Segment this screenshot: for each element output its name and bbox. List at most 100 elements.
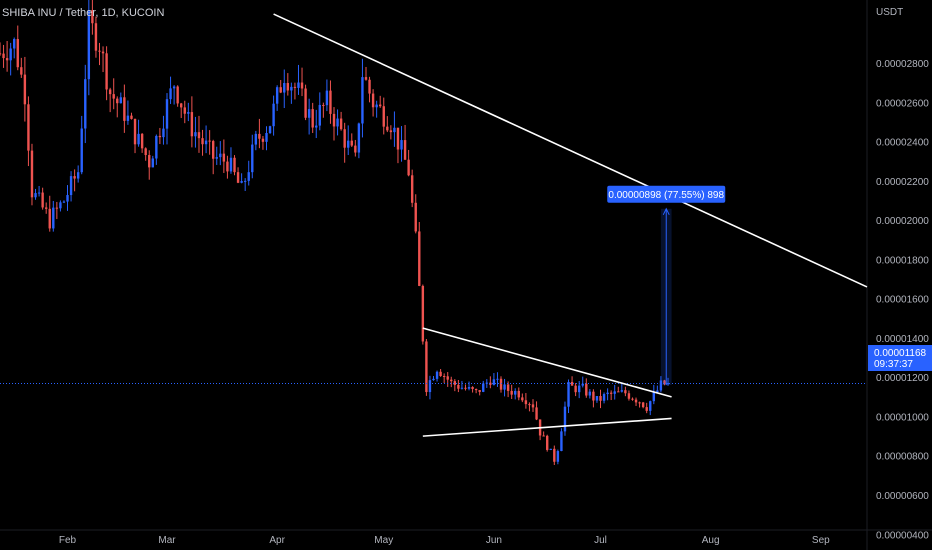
- candle-body: [410, 175, 414, 203]
- candle-body: [76, 172, 80, 179]
- candle-body: [187, 112, 190, 114]
- candle-body: [229, 157, 233, 172]
- candle-body: [112, 94, 115, 99]
- candles-layer: [0, 0, 670, 465]
- candle-body: [215, 157, 218, 159]
- price-axis-tick: 0.00000800: [876, 452, 929, 463]
- time-axis-tick: Feb: [59, 535, 77, 546]
- candle-body: [197, 132, 201, 139]
- candle-body: [279, 87, 282, 93]
- candle-body: [531, 404, 535, 408]
- candle-body: [418, 231, 421, 286]
- candle-body: [624, 390, 627, 394]
- candle-body: [208, 140, 211, 142]
- candle-body: [162, 128, 165, 138]
- candle-body: [59, 202, 62, 209]
- current-price-value: 0.00001168: [874, 348, 927, 359]
- candle-body: [80, 128, 83, 173]
- candle-body: [425, 341, 428, 393]
- candle-body: [300, 82, 304, 89]
- candle-body: [318, 104, 321, 126]
- candle-body: [176, 86, 179, 104]
- candle-body: [379, 104, 382, 107]
- candle-body: [293, 86, 297, 88]
- candle-body: [439, 371, 442, 377]
- candle-body: [471, 387, 474, 390]
- candle-body: [592, 391, 595, 401]
- candle-body: [258, 133, 261, 139]
- candle-body: [631, 398, 634, 400]
- candle-body: [396, 127, 400, 150]
- candle-body: [357, 123, 361, 153]
- candle-body: [556, 451, 560, 462]
- candle-body: [34, 193, 37, 198]
- candle-body: [275, 87, 279, 104]
- candle-body: [386, 126, 389, 131]
- candle-body: [247, 172, 250, 181]
- price-axis-tick: 0.00001600: [876, 295, 929, 306]
- time-axis[interactable]: Feb Mar Apr May Jun Jul Aug Sep: [59, 535, 830, 546]
- price-axis-tick: 0.00001800: [876, 255, 929, 266]
- candle-body: [91, 10, 94, 24]
- candle-body: [94, 23, 98, 51]
- price-axis-tick: 0.00002000: [876, 216, 929, 227]
- candle-body: [23, 74, 27, 105]
- current-price-tag-bg: [868, 345, 932, 371]
- candle-body: [510, 390, 513, 395]
- candle-body: [652, 392, 656, 402]
- candle-body: [137, 133, 140, 145]
- candle-body: [585, 383, 588, 396]
- current-price-tag: 0.00001168 09:37:37: [868, 345, 932, 371]
- candle-body: [130, 115, 133, 119]
- trendline[interactable]: [422, 327, 672, 398]
- candle-body: [350, 140, 353, 146]
- candle-body: [2, 53, 5, 59]
- candle-body: [332, 113, 336, 127]
- candle-body: [151, 158, 154, 168]
- candle-body: [464, 387, 467, 389]
- price-axis-unit: USDT: [876, 7, 903, 18]
- candle-body: [84, 79, 87, 129]
- measure-label: 0.00000898 (77.55%) 898: [608, 190, 724, 201]
- candle-body: [588, 391, 592, 396]
- time-axis-tick: Apr: [269, 535, 285, 546]
- price-axis-tick: 0.00001000: [876, 412, 929, 423]
- candle-body: [144, 148, 147, 156]
- candle-body: [364, 77, 368, 80]
- candle-body: [226, 161, 229, 172]
- candle-body: [304, 88, 307, 118]
- candle-body: [435, 371, 439, 379]
- trendline[interactable]: [422, 417, 672, 437]
- time-axis-tick: May: [374, 535, 393, 546]
- candle-body: [577, 385, 581, 393]
- candle-body: [87, 10, 91, 80]
- time-axis-tick: Mar: [158, 535, 176, 546]
- candle-body: [666, 383, 670, 385]
- candle-body: [148, 155, 151, 168]
- time-axis-tick: Jun: [486, 535, 502, 546]
- measure-tool[interactable]: 0.00000898 (77.55%) 898: [607, 185, 726, 386]
- candle-body: [190, 112, 194, 137]
- candle-body: [478, 390, 481, 392]
- candle-body: [638, 402, 641, 404]
- candle-body: [599, 396, 602, 401]
- trendlines-layer[interactable]: [273, 13, 868, 437]
- candle-body: [524, 400, 528, 405]
- candle-body: [606, 392, 609, 395]
- trendline[interactable]: [273, 13, 868, 288]
- candle-body: [98, 50, 101, 52]
- candle-body: [325, 90, 329, 106]
- candle-body: [450, 379, 453, 382]
- candle-body: [272, 103, 275, 127]
- candle-body: [108, 89, 112, 95]
- candle-body: [240, 181, 243, 183]
- candle-body: [567, 381, 570, 407]
- candle-body: [165, 99, 169, 129]
- price-axis[interactable]: USDT 0.00002800 0.00002600 0.00002400 0.000…: [876, 7, 929, 541]
- candle-body: [297, 82, 300, 88]
- candle-body: [30, 150, 34, 198]
- candle-body: [549, 448, 552, 450]
- candle-body: [620, 390, 624, 392]
- candle-body: [27, 104, 30, 151]
